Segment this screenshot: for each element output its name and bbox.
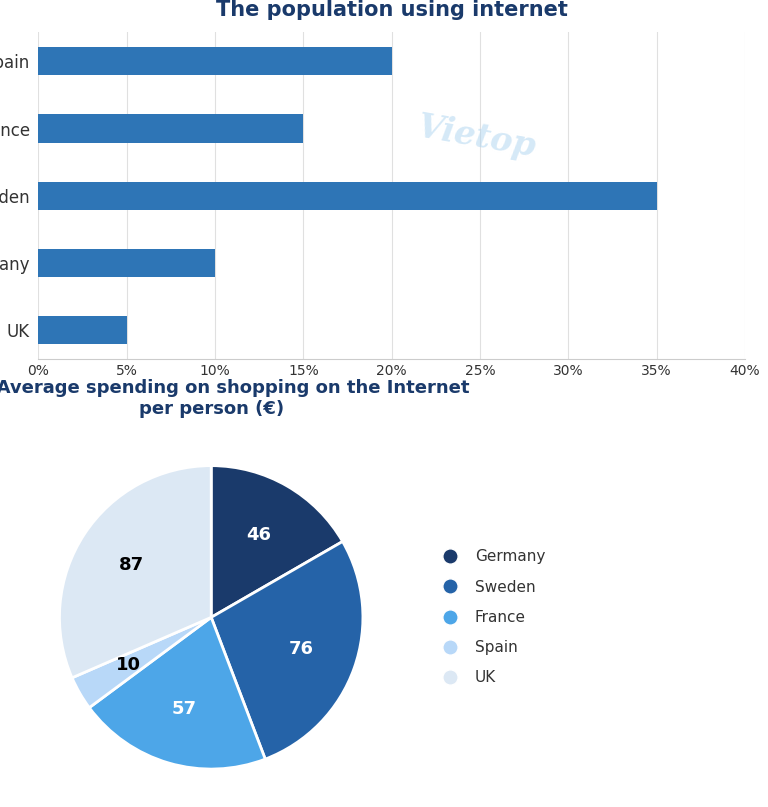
- Legend: Germany, Sweden, France, Spain, UK: Germany, Sweden, France, Spain, UK: [428, 541, 553, 693]
- Text: 10: 10: [116, 656, 141, 674]
- Text: 76: 76: [289, 641, 314, 659]
- Wedge shape: [72, 617, 211, 708]
- Bar: [38, 316, 127, 345]
- Bar: [38, 47, 392, 75]
- Text: 46: 46: [247, 525, 272, 544]
- Title: The Average spending on shopping on the Internet
per person (€): The Average spending on shopping on the …: [0, 379, 469, 418]
- Text: Vietop: Vietop: [415, 111, 538, 164]
- Bar: [38, 249, 215, 277]
- Bar: [38, 182, 657, 210]
- Wedge shape: [211, 541, 363, 759]
- Wedge shape: [59, 466, 211, 678]
- Bar: [38, 115, 303, 143]
- Wedge shape: [211, 466, 343, 617]
- Wedge shape: [89, 617, 265, 769]
- Text: 57: 57: [172, 700, 197, 718]
- Text: 87: 87: [119, 556, 144, 574]
- Title: The population using internet: The population using internet: [216, 0, 568, 19]
